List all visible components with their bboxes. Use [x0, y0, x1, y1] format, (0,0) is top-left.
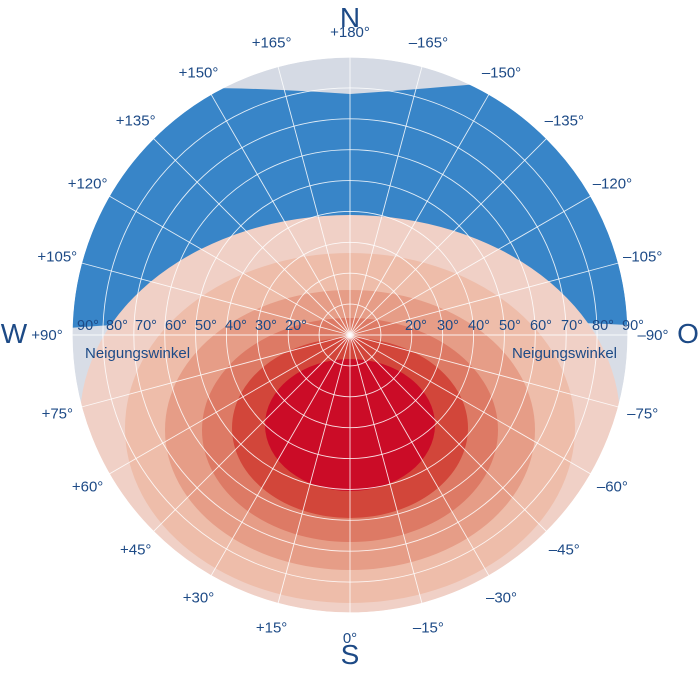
- azimuth-line: [349, 334, 423, 604]
- azimuth-label: +75°: [42, 405, 73, 422]
- tilt-label-left-50: 50°: [195, 318, 217, 334]
- azimuth-label: +30°: [183, 589, 214, 606]
- tilt-axis-title-right: Neigungswinkel: [512, 345, 617, 362]
- azimuth-line: [108, 195, 351, 336]
- azimuth-labels: 0° +15° +30° +45° +60° +75° +90° +105° +120° +135…: [31, 24, 668, 647]
- tilt-label-right-80: 80°: [592, 318, 614, 334]
- tilt-label-left-30: 30°: [255, 318, 277, 334]
- tilt-label-left-70: 70°: [135, 318, 157, 334]
- azimuth-label: –135°: [545, 113, 584, 130]
- tilt-label-right-20: 20°: [405, 318, 427, 334]
- tilt-label-left-60: 60°: [165, 318, 187, 334]
- azimuth-label: +180°: [330, 24, 370, 41]
- azimuth-label: –75°: [627, 405, 658, 422]
- azimuth-line: [277, 66, 351, 336]
- azimuth-label: –45°: [549, 541, 580, 558]
- tilt-label-right-30: 30°: [437, 318, 459, 334]
- azimuth-label: +105°: [37, 249, 77, 266]
- azimuth-label: +90°: [31, 327, 62, 344]
- azimuth-label: –60°: [597, 479, 628, 496]
- cardinal-west: W: [1, 318, 28, 349]
- cardinal-east: O: [677, 318, 699, 349]
- azimuth-label: +120°: [68, 176, 108, 193]
- azimuth-line: [108, 334, 351, 475]
- azimuth-line: [349, 93, 490, 336]
- azimuth-line: [349, 195, 592, 336]
- tilt-label-left-20: 20°: [285, 318, 307, 334]
- tilt-label-right-90: 90°: [622, 318, 644, 334]
- azimuth-line: [349, 138, 547, 336]
- cardinal-south: S: [341, 639, 360, 670]
- tilt-label-right-70: 70°: [561, 318, 583, 334]
- azimuth-label: +150°: [179, 65, 219, 82]
- tilt-axis-title-left: Neigungswinkel: [85, 345, 190, 362]
- azimuth-line: [153, 334, 351, 532]
- tilt-scale-right: 20° 30° 40° 50° 60° 70° 80° 90°: [405, 318, 644, 334]
- azimuth-label: +15°: [256, 620, 287, 637]
- azimuth-label: +135°: [116, 113, 156, 130]
- azimuth-label: –30°: [486, 589, 517, 606]
- azimuth-line: [349, 334, 547, 532]
- azimuth-label: +60°: [72, 479, 103, 496]
- azimuth-label: –150°: [482, 65, 521, 82]
- azimuth-line: [153, 138, 351, 336]
- tilt-label-right-40: 40°: [468, 318, 490, 334]
- azimuth-label: –90°: [637, 327, 668, 344]
- azimuth-line: [210, 93, 351, 336]
- azimuth-label: –105°: [623, 249, 662, 266]
- azimuth-line: [349, 334, 490, 577]
- azimuth-label: +165°: [252, 34, 292, 51]
- tilt-label-left-40: 40°: [225, 318, 247, 334]
- tilt-label-right-50: 50°: [499, 318, 521, 334]
- azimuth-line: [277, 334, 351, 604]
- tilt-label-left-80: 80°: [106, 318, 128, 334]
- azimuth-label: +45°: [120, 541, 151, 558]
- azimuth-label: –165°: [409, 34, 448, 51]
- azimuth-label: –120°: [593, 176, 632, 193]
- cardinal-north: N: [340, 2, 360, 33]
- azimuth-line: [210, 334, 351, 577]
- azimuth-line: [349, 334, 592, 475]
- tilt-label-right-60: 60°: [530, 318, 552, 334]
- azimuth-line: [349, 334, 619, 408]
- azimuth-line: [81, 262, 351, 336]
- azimuth-line: [349, 262, 619, 336]
- tilt-label-left-90: 90°: [77, 318, 99, 334]
- tilt-scale-left: 90° 80° 70° 60° 50° 40° 30° 20°: [77, 318, 307, 334]
- grid-lines: [71, 56, 629, 614]
- azimuth-label: –15°: [413, 620, 444, 637]
- disc-outline: [71, 56, 629, 614]
- azimuth-label: 0°: [343, 630, 357, 647]
- azimuth-line: [349, 66, 423, 336]
- azimuth-line: [81, 334, 351, 408]
